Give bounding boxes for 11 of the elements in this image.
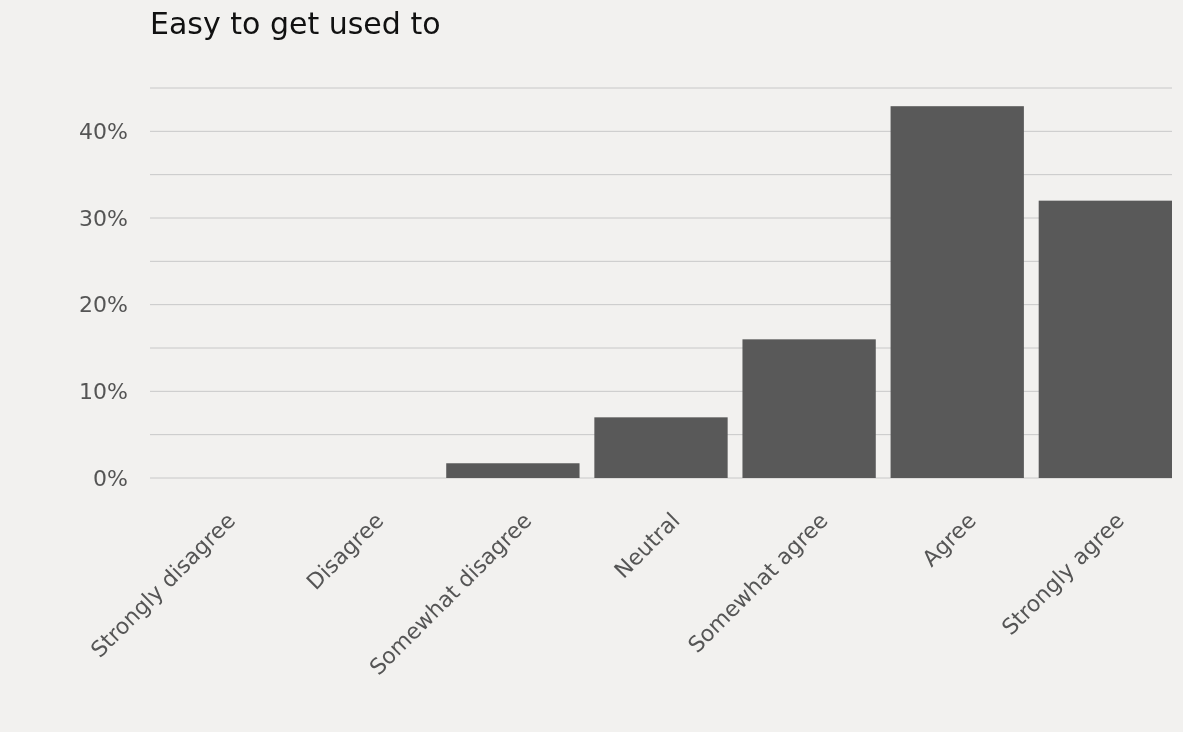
- bar: [742, 339, 876, 478]
- y-tick-label: 20%: [79, 292, 128, 318]
- bar: [890, 106, 1024, 478]
- y-tick-label: 10%: [79, 379, 128, 405]
- chart-title: Easy to get used to: [150, 6, 441, 41]
- bar: [1038, 200, 1172, 478]
- bar: [446, 463, 580, 478]
- bar: [594, 417, 728, 478]
- y-tick-label: 0%: [93, 465, 128, 491]
- y-tick-label: 40%: [79, 119, 128, 145]
- y-tick-label: 30%: [79, 205, 128, 231]
